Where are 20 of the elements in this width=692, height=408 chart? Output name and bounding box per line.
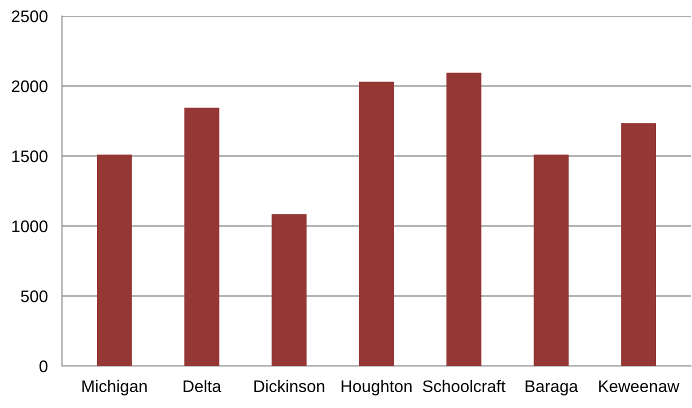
bar — [446, 72, 482, 366]
x-tick-label: Keweenaw — [599, 380, 680, 392]
x-tick-label: Schoolcraft — [422, 380, 506, 392]
bar — [184, 108, 220, 366]
bar — [621, 123, 656, 366]
y-tick-label: 2500 — [12, 10, 48, 22]
y-tick-label: 1000 — [12, 220, 48, 232]
y-tick-label: 500 — [20, 290, 48, 302]
y-tick-label: 2000 — [12, 80, 48, 92]
bar — [359, 82, 394, 366]
bar — [272, 214, 307, 366]
x-tick-label: Baraga — [526, 380, 578, 396]
x-tick-label: Dickinson — [254, 380, 324, 392]
bar — [534, 154, 569, 366]
y-tick-label: 1500 — [12, 150, 48, 162]
x-tick-label: Delta — [184, 380, 222, 392]
bar — [96, 154, 132, 366]
y-tick-label: 0 — [39, 360, 48, 372]
x-tick-label: Michigan — [82, 380, 147, 396]
x-tick-label: Houghton — [342, 380, 412, 396]
